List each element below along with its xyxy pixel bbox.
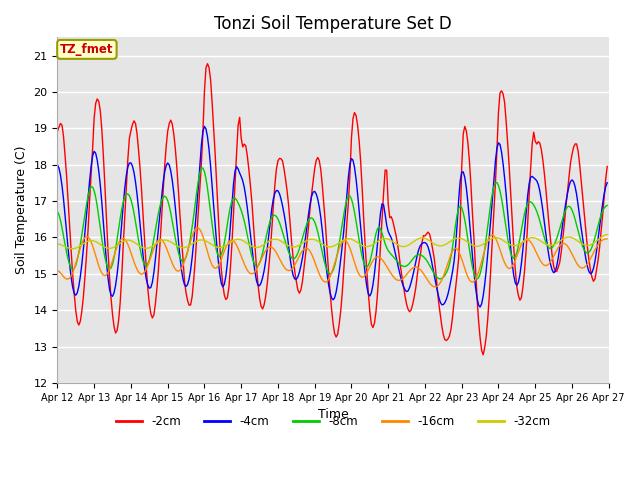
Y-axis label: Soil Temperature (C): Soil Temperature (C): [15, 146, 28, 275]
Title: Tonzi Soil Temperature Set D: Tonzi Soil Temperature Set D: [214, 15, 452, 33]
X-axis label: Time: Time: [317, 408, 348, 421]
Legend: -2cm, -4cm, -8cm, -16cm, -32cm: -2cm, -4cm, -8cm, -16cm, -32cm: [111, 410, 556, 432]
Text: TZ_fmet: TZ_fmet: [60, 43, 114, 56]
